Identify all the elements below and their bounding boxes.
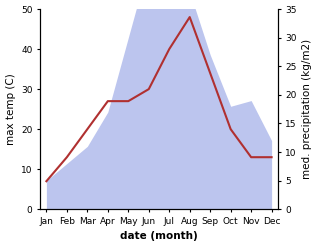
Y-axis label: med. precipitation (kg/m2): med. precipitation (kg/m2)	[302, 39, 313, 179]
Y-axis label: max temp (C): max temp (C)	[5, 73, 16, 145]
X-axis label: date (month): date (month)	[120, 231, 198, 242]
